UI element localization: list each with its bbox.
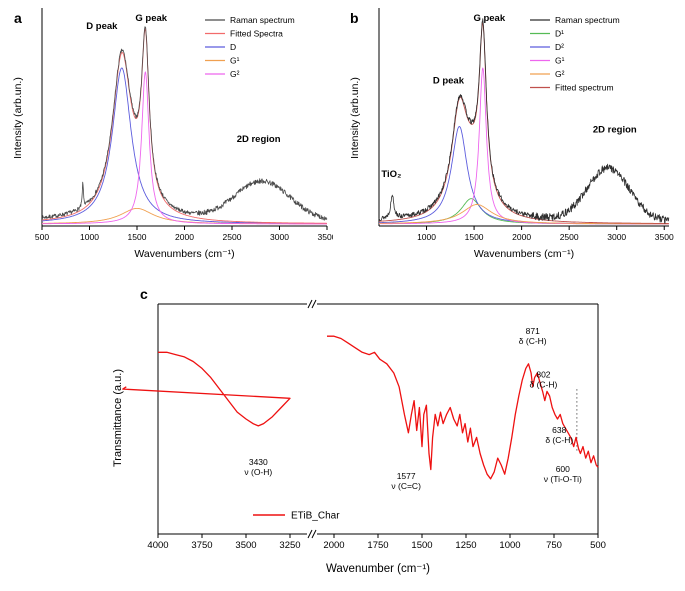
peak-annotation: G peak: [473, 13, 505, 24]
x-tick-label: 2500: [560, 232, 579, 242]
x-tick-label: 500: [590, 540, 606, 551]
peak-annotation: TiO₂: [381, 169, 401, 180]
axis-break-slash: [307, 299, 313, 309]
axis-break-mask: [307, 300, 317, 308]
panel-b-y-axis-label: Intensity (arb.un.): [349, 77, 361, 159]
fit-component-curve: [378, 204, 669, 225]
x-tick-label: 500: [35, 232, 49, 242]
peak-annotation: G peak: [135, 13, 167, 24]
x-tick-label: 4000: [147, 540, 168, 551]
fit-component-curve: [378, 198, 669, 225]
legend-item-label: Fitted spectrum: [555, 83, 614, 93]
band-annotation: 802: [536, 370, 550, 380]
panel-c: 4000 3750 3500 3250 2000 1750 1500 1250 1000 750 5…: [100, 282, 620, 588]
band-annotation: 1577: [397, 471, 416, 481]
legend-item-label: D: [230, 42, 236, 52]
x-tick-label: 2000: [323, 540, 344, 551]
legend-item-label: ETiB_Char: [291, 511, 340, 522]
axis-break-slash: [307, 529, 313, 539]
band-annotation: 3430: [249, 457, 268, 467]
fit-component-curve: [378, 67, 669, 225]
peak-annotation: 2D region: [237, 134, 281, 145]
panel-a-letter: a: [14, 10, 22, 26]
x-tick-label: 3250: [279, 540, 300, 551]
panel-b-x-axis-label: Wavenumbers (cm⁻¹): [473, 248, 575, 260]
peak-annotation: D peak: [86, 21, 118, 32]
x-tick-label: 3500: [655, 232, 674, 242]
panel-c-y-axis-label: Transmittance (a.u.): [112, 369, 124, 468]
band-annotation: ν (C=C): [391, 481, 421, 491]
panel-a-y-axis-label: Intensity (arb.un.): [12, 77, 24, 159]
fitted-spectrum-curve: [41, 28, 328, 224]
axis-break-mask: [307, 530, 317, 538]
band-annotation: δ (C-H): [530, 380, 558, 390]
band-annotation: 600: [556, 464, 570, 474]
panel-c-letter: c: [140, 286, 148, 302]
x-tick-label: 1500: [411, 540, 432, 551]
x-tick-label: 1000: [499, 540, 520, 551]
x-tick-label: 3750: [191, 540, 212, 551]
panel-a: 500 1000 1500 2000 2500 3000 3500 D peak G peak 2…: [8, 4, 333, 270]
panel-a-plot: 500 1000 1500 2000 2500 3000 3500 D peak G peak 2…: [35, 8, 333, 242]
panel-c-x-axis-label: Wavenumber (cm⁻¹): [325, 563, 431, 575]
fit-component-curve: [41, 71, 328, 225]
panel-b-plot: 1000 1500 2000 2500 3000 3500 G peak D peak TiO₂…: [378, 8, 674, 242]
x-tick-label: 3500: [235, 540, 256, 551]
x-tick-label: 3500: [318, 232, 333, 242]
ftir-spectrum-curve: [122, 351, 291, 427]
legend-item-label: G¹: [230, 56, 240, 66]
band-annotation: 638: [552, 425, 566, 435]
legend-item-label: G²: [230, 69, 240, 79]
fit-component-curve: [41, 67, 328, 224]
ftir-spectrum-curve: [327, 335, 599, 480]
x-tick-label: 2500: [223, 232, 242, 242]
band-annotation: δ (C-H): [545, 435, 573, 445]
x-tick-label: 750: [546, 540, 562, 551]
peak-annotation: 2D region: [593, 124, 637, 135]
x-tick-label: 3000: [607, 232, 626, 242]
band-annotation: δ (C-H): [519, 336, 547, 346]
x-tick-label: 1000: [417, 232, 436, 242]
x-tick-label: 2000: [175, 232, 194, 242]
panel-b-letter: b: [350, 10, 359, 26]
x-tick-label: 2000: [512, 232, 531, 242]
raman-spectrum-curve: [41, 26, 328, 221]
panel-c-plot: 4000 3750 3500 3250 2000 1750 1500 1250 1000 750 5…: [122, 299, 606, 551]
legend-item-label: Raman spectrum: [555, 15, 620, 25]
peak-annotation: D peak: [433, 76, 465, 87]
band-annotation: ν (Ti-O-Ti): [544, 474, 582, 484]
axis-break-slash: [311, 529, 317, 539]
raman-spectrum-curve: [378, 18, 670, 224]
panel-a-x-axis-label: Wavenumbers (cm⁻¹): [134, 248, 235, 260]
x-tick-label: 1750: [367, 540, 388, 551]
x-tick-label: 1000: [80, 232, 99, 242]
legend-item-label: D¹: [555, 29, 564, 39]
x-tick-label: 1250: [455, 540, 476, 551]
panel-b: 1000 1500 2000 2500 3000 3500 G peak D peak TiO₂…: [345, 4, 677, 270]
legend-item-label: D²: [555, 42, 564, 52]
axis-break-slash: [311, 299, 317, 309]
legend-item-label: G¹: [555, 56, 565, 66]
x-tick-label: 3000: [270, 232, 289, 242]
band-annotation: 871: [526, 326, 540, 336]
legend-item-label: Fitted Spectra: [230, 29, 283, 39]
fitted-spectrum-curve: [378, 22, 669, 224]
band-annotation: ν (O-H): [244, 467, 272, 477]
legend-item-label: G²: [555, 69, 565, 79]
x-tick-label: 1500: [128, 232, 147, 242]
legend-item-label: Raman spectrum: [230, 15, 295, 25]
x-tick-label: 1500: [465, 232, 484, 242]
